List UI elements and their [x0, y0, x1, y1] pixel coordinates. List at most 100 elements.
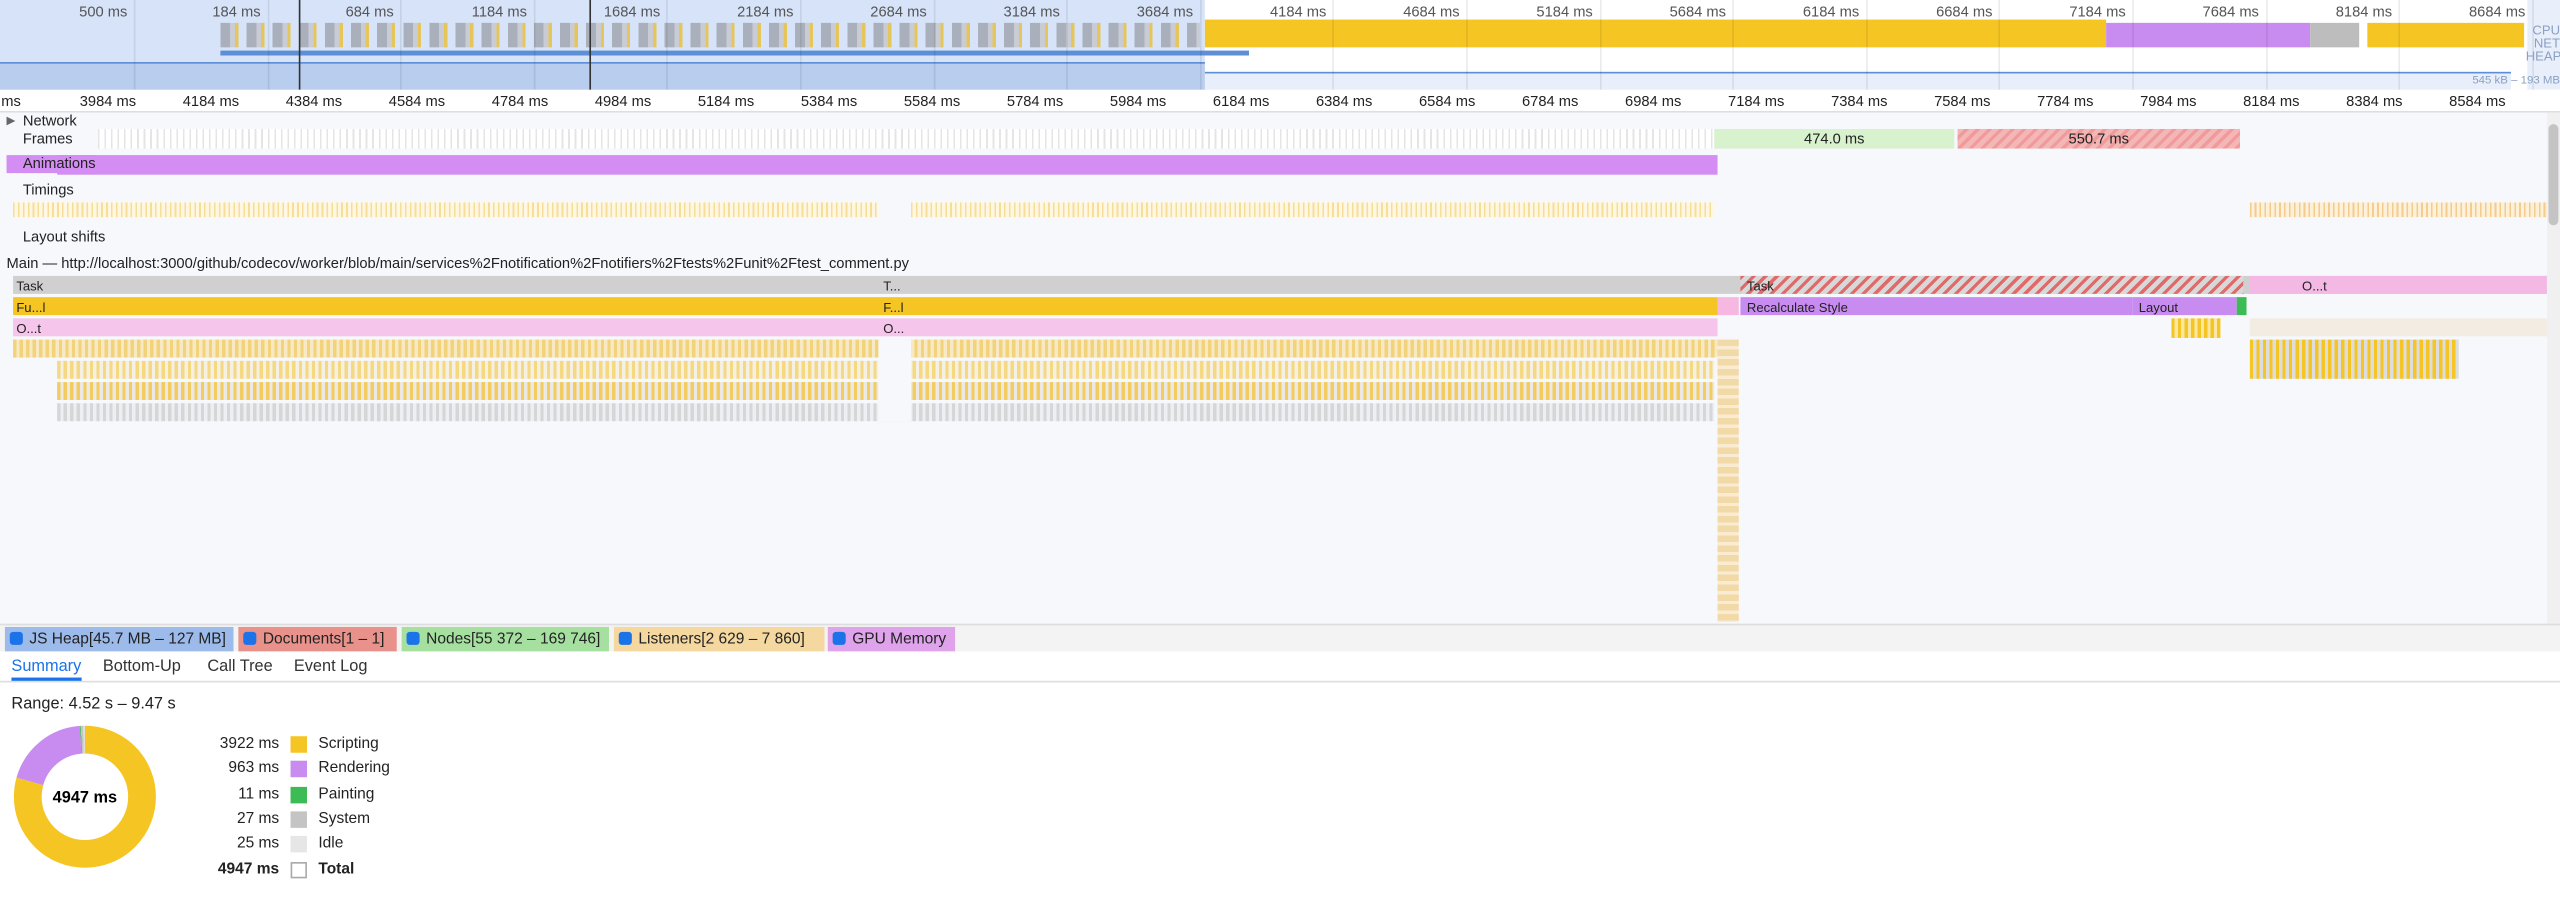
overview-side-label: HEAP	[2525, 48, 2560, 64]
timings-track-label: Timings	[22, 181, 74, 198]
timings-strip	[911, 202, 1715, 218]
overview-tick-label: 2184 ms	[737, 3, 794, 20]
flame-label: O...t	[2302, 279, 2327, 294]
flame-label: O...t	[16, 321, 42, 337]
checkbox[interactable]	[832, 631, 846, 645]
animations-track-label: Animations	[6, 155, 97, 174]
cpu-right-scripting-2	[2367, 22, 2525, 48]
flame-paint	[2236, 297, 2247, 316]
summary-time: 963 ms	[228, 759, 280, 778]
overview-tick-label: 500 ms	[79, 3, 128, 20]
overview-tick-label: 5684 ms	[1669, 3, 1727, 20]
summary-label: Rendering	[318, 759, 390, 778]
ruler-tick-label: 4 ms	[0, 93, 21, 110]
summary-range: Range: 4.52 s – 9.47 s	[11, 695, 176, 714]
summary-time: 27 ms	[236, 809, 280, 828]
counter-toggle[interactable]: GPU Memory	[827, 626, 956, 652]
ruler-tick-label: 6784 ms	[1522, 93, 1579, 110]
flame-row-pink	[2249, 275, 2547, 294]
flame-deep	[13, 339, 1718, 358]
ruler-tick-label: 7984 ms	[2140, 93, 2197, 110]
ruler-tick-label: 4584 ms	[388, 93, 446, 110]
donut-segment	[13, 725, 156, 868]
checkbox[interactable]	[618, 631, 632, 645]
overview-tick-label: 7184 ms	[2069, 3, 2126, 20]
checkbox[interactable]	[406, 631, 420, 645]
overview-grid-line	[2398, 0, 2401, 90]
ruler-tick-label: 4384 ms	[285, 93, 343, 110]
summary-time: 3922 ms	[219, 734, 280, 753]
counter-toggle[interactable]: Listeners[2 629 – 7 860]	[613, 626, 825, 652]
layout-shifts-label: Layout shifts	[22, 228, 106, 245]
flame-label: T...	[883, 279, 901, 294]
tab[interactable]: Summary	[11, 658, 82, 681]
overview-tick-label: 5184 ms	[1536, 3, 1593, 20]
ruler	[0, 89, 2560, 113]
ruler-tick-label: 4984 ms	[594, 93, 652, 110]
selection-line	[298, 0, 301, 90]
heap-area-left	[0, 62, 1205, 90]
frame-block: 474.0 ms	[1714, 128, 1955, 149]
tab[interactable]: Event Log	[293, 657, 368, 676]
flame-deep	[2171, 318, 2221, 338]
tab[interactable]: Call Tree	[207, 657, 273, 676]
net-bar	[220, 50, 1249, 56]
flame-label: F...l	[883, 300, 904, 316]
cpu-right-rendering	[2106, 22, 2311, 48]
checkbox[interactable]	[9, 631, 23, 645]
overview-grid-line	[933, 0, 935, 90]
heap-range: 545 kB – 193 MB	[2472, 75, 2560, 87]
overview-tick-label: 4184 ms	[1269, 3, 1327, 20]
overview-grid-line	[400, 0, 402, 90]
ruler-tick-label: 6984 ms	[1625, 93, 1682, 110]
overview-grid-line	[2265, 0, 2268, 90]
ruler-tick-label: 4784 ms	[491, 93, 549, 110]
counter-toggle[interactable]: Documents[1 – 1]	[238, 626, 397, 652]
overview-side	[2527, 0, 2560, 90]
overview-tick-label: 8684 ms	[2469, 3, 2526, 20]
scrollbar	[2546, 112, 2560, 624]
overview-side-label: NET	[2533, 35, 2560, 51]
flame-label: Layout	[2138, 300, 2179, 316]
donut-chart: 4947 ms	[13, 725, 156, 868]
overview-tick-label: 3184 ms	[1003, 3, 1060, 20]
ruler-tick-label: 6584 ms	[1418, 93, 1476, 110]
frames-track-label: Frames	[22, 130, 73, 147]
overview-tick-label: 8184 ms	[2335, 3, 2393, 20]
tab[interactable]: Bottom-Up	[102, 657, 181, 676]
cpu-left	[220, 22, 1200, 48]
checkbox[interactable]	[243, 631, 257, 645]
flame-label: Fu...l	[16, 300, 46, 316]
overview-grid-line	[1865, 0, 1868, 90]
counter-toggle[interactable]: Nodes[55 372 – 169 746]	[401, 626, 609, 652]
timings-strip	[2249, 202, 2547, 218]
overview-grid-line	[267, 0, 269, 90]
overview-grid-line	[1332, 0, 1335, 90]
overview-grid-line	[1999, 0, 2001, 90]
overview-grid-line	[1199, 0, 1202, 90]
ruler-tick-label: 5584 ms	[903, 93, 961, 110]
summary-label: Scripting	[318, 734, 379, 753]
overview-tick-label: 6184 ms	[1802, 3, 1860, 20]
tabs-bar	[0, 651, 2560, 683]
counter-label: GPU Memory	[852, 630, 947, 649]
overview-tick-label: 184 ms	[212, 3, 261, 20]
cpu-right-system	[2310, 22, 2360, 48]
counter-label: Nodes[55 372 – 169 746]	[426, 630, 601, 649]
heap-area-right	[1204, 71, 2512, 90]
counter-label: JS Heap[45.7 MB – 127 MB]	[29, 630, 226, 649]
flame-row-function	[13, 297, 1718, 316]
ruler-tick-label: 5984 ms	[1109, 93, 1167, 110]
ruler-tick-label: 8384 ms	[2346, 93, 2403, 110]
counter-label: Listeners[2 629 – 7 860]	[638, 630, 805, 649]
frames-strip	[97, 128, 1715, 149]
overview-tick-label: 684 ms	[345, 3, 394, 20]
timings-strip	[13, 202, 879, 218]
overview-tick-label: 4684 ms	[1403, 3, 1460, 20]
summary-time: 11 ms	[238, 784, 280, 803]
flame-label: Recalculate Style	[1746, 300, 1848, 316]
cpu-right-scripting	[1204, 19, 2107, 48]
counter-toggle[interactable]: JS Heap[45.7 MB – 127 MB]	[4, 626, 234, 652]
network-track-label: Network	[22, 112, 77, 129]
overview-tick-label: 6684 ms	[1936, 3, 1993, 20]
